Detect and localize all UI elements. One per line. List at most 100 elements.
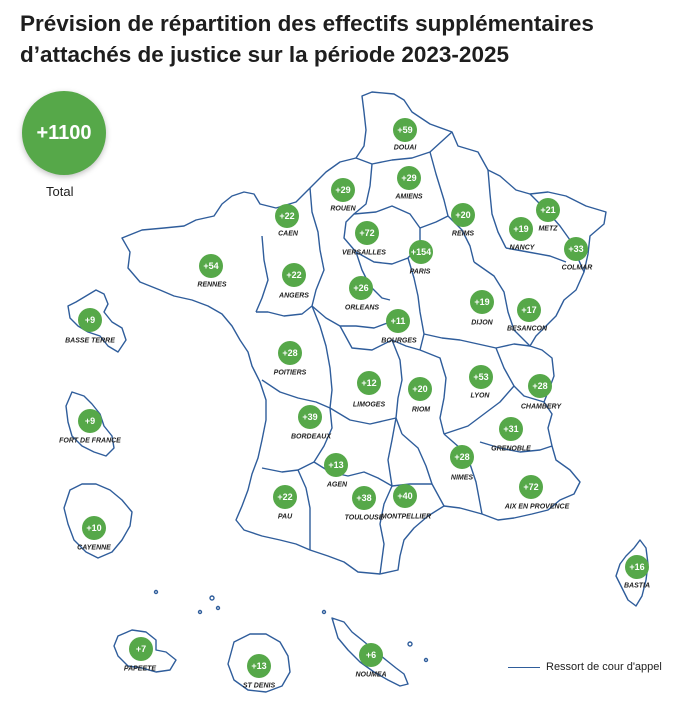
court-name: METZ <box>538 226 558 233</box>
boundary-angers-orleans <box>256 249 325 317</box>
court-badge-nimes: +28 NIMES <box>450 445 474 482</box>
map-title-line-1: Prévision de répartition des effectifs s… <box>20 11 594 36</box>
court-badge-amiens: +29 AMIENS <box>394 166 423 201</box>
court-badge-agen: +13 AGEN <box>324 453 348 489</box>
court-badge-st-denis: +13 ST DENIS <box>243 654 275 690</box>
court-name: AGEN <box>326 482 348 489</box>
badge-circle <box>129 637 153 661</box>
islet <box>321 609 327 615</box>
court-name: ORLEANS <box>345 305 380 312</box>
badge-value: +9 <box>85 416 95 426</box>
islet <box>215 605 221 611</box>
badge-value: +53 <box>473 372 488 382</box>
badge-circle <box>409 240 433 264</box>
badge-circle <box>499 417 523 441</box>
court-name: GRENOBLE <box>491 446 531 453</box>
badge-circle <box>528 374 552 398</box>
badge-value: +40 <box>397 491 412 501</box>
badge-circle <box>282 263 306 287</box>
boundary-poitiers-limoges <box>311 305 333 409</box>
islet <box>209 595 215 601</box>
court-name: POITIERS <box>274 370 307 377</box>
badge-circle <box>536 198 560 222</box>
court-badge-lyon: +53 LYON <box>469 365 493 400</box>
new-caledonia-outline <box>331 617 409 687</box>
court-badges: +59 DOUAI +29 ROUEN +29 AMIENS +22 CAEN +20 REIMS… <box>59 118 650 690</box>
islet <box>197 609 203 615</box>
court-badge-colmar: +33 COLMAR <box>562 237 592 272</box>
islet <box>153 589 159 595</box>
boundary-riom-toulouse <box>387 417 432 487</box>
court-badge-noumea: +6 NOUMEA <box>355 643 387 679</box>
court-name: ANGERS <box>278 293 309 300</box>
court-badge-limoges: +12 LIMOGES <box>353 371 386 409</box>
court-badge-besancon: +17 BESANCON <box>507 298 548 333</box>
badge-circle <box>408 377 432 401</box>
boundary-amiens-reims <box>429 151 449 217</box>
badge-value: +19 <box>474 297 489 307</box>
court-name: PAU <box>278 514 293 521</box>
court-badge-bordeaux: +39 BORDEAUX <box>291 405 332 441</box>
court-name: CHAMBERY <box>521 404 563 411</box>
court-badge-chambery: +28 CHAMBERY <box>521 374 563 411</box>
boundary-dijon-lyon <box>423 333 531 349</box>
badge-circle <box>355 221 379 245</box>
badge-circle <box>451 203 475 227</box>
badge-circle <box>470 290 494 314</box>
badge-value: +29 <box>335 185 350 195</box>
badge-value: +72 <box>359 228 374 238</box>
court-badge-douai: +59 DOUAI <box>393 118 417 152</box>
badge-value: +19 <box>513 224 528 234</box>
badge-value: +13 <box>328 460 343 470</box>
badge-value: +9 <box>85 315 95 325</box>
badge-value: +20 <box>455 210 470 220</box>
court-badge-orleans: +26 ORLEANS <box>345 276 380 312</box>
badge-value: +154 <box>411 247 431 257</box>
badge-value: +39 <box>302 412 317 422</box>
badge-circle <box>519 475 543 499</box>
court-badge-metz: +21 METZ <box>536 198 560 233</box>
badge-circle <box>393 484 417 508</box>
badge-circle <box>352 486 376 510</box>
court-badge-bourges: +11 BOURGES <box>381 309 417 345</box>
martinique-outline <box>65 391 115 457</box>
court-badge-rennes: +54 RENNES <box>197 254 227 289</box>
court-badge-cayenne: +10 CAYENNE <box>77 516 111 552</box>
court-name: RENNES <box>197 282 227 289</box>
total-label: Total <box>46 184 74 199</box>
badge-circle <box>564 237 588 261</box>
boundary-riom-nimes <box>401 433 445 507</box>
badge-value: +13 <box>251 661 266 671</box>
court-badge-riom: +20 RIOM <box>408 377 432 414</box>
boundary-bourges-dijon <box>407 257 425 351</box>
badge-value: +28 <box>282 348 297 358</box>
court-badge-poitiers: +28 POITIERS <box>274 341 307 377</box>
court-name: DOUAI <box>394 145 418 152</box>
court-badge-basse-terre: +9 BASSE TERRE <box>65 308 115 345</box>
boundary-caen-rouen <box>309 187 321 251</box>
boundary-dijon-besancon <box>473 261 531 347</box>
court-name: VERSAILLES <box>342 250 386 257</box>
badge-circle <box>273 485 297 509</box>
badge-value: +26 <box>353 283 368 293</box>
badge-value: +31 <box>503 424 518 434</box>
guyane-outline <box>63 483 133 559</box>
islet <box>407 641 413 647</box>
badge-circle <box>397 166 421 190</box>
france-outline <box>121 91 607 575</box>
court-name: BASTIA <box>624 583 650 590</box>
badge-circle <box>393 118 417 142</box>
court-name: NIMES <box>451 475 474 482</box>
court-name: ROUEN <box>330 206 356 213</box>
court-badge-paris: +154 PARIS <box>409 240 433 276</box>
boundary-bourges-limoges <box>339 325 421 351</box>
badge-value: +54 <box>203 261 218 271</box>
badge-circle <box>469 365 493 389</box>
court-name: LIMOGES <box>353 402 386 409</box>
court-name: BOURGES <box>381 338 417 345</box>
boundary-riom-lyon <box>419 349 447 435</box>
court-name: RIOM <box>412 407 430 414</box>
court-name: MONTPELLIER <box>381 514 431 521</box>
court-name: BASSE TERRE <box>65 338 115 345</box>
badge-value: +22 <box>279 211 294 221</box>
